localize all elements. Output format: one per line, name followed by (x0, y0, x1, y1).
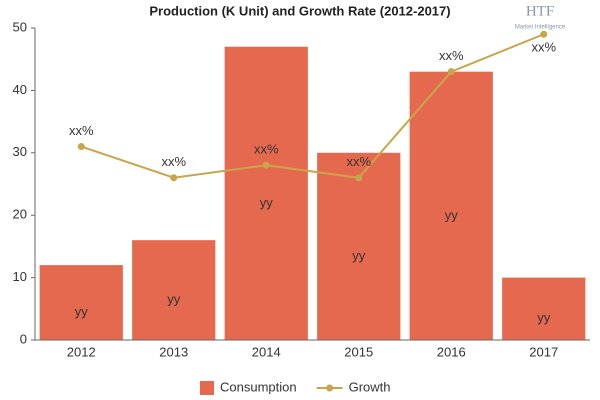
bar-label: yy (167, 292, 181, 307)
y-tick-label: 20 (13, 207, 27, 222)
legend-label: Growth (349, 379, 391, 394)
y-tick-label: 40 (13, 82, 27, 97)
legend-swatch (200, 381, 214, 395)
line-point (262, 161, 270, 169)
x-tick-label: 2013 (159, 344, 188, 359)
legend-label: Consumption (220, 379, 297, 394)
x-tick-label: 2015 (344, 344, 373, 359)
x-tick-label: 2016 (437, 344, 466, 359)
line-point (170, 174, 178, 182)
x-tick-label: 2012 (67, 344, 96, 359)
point-label: xx% (531, 40, 556, 55)
line-point (77, 143, 85, 151)
bar (317, 152, 401, 340)
bar-label: yy (445, 207, 459, 222)
y-tick-label: 50 (13, 19, 27, 34)
point-label: xx% (439, 48, 464, 63)
point-label: xx% (346, 154, 371, 169)
point-label: xx% (161, 154, 186, 169)
logo-name: HTF (526, 3, 554, 19)
bar (409, 71, 493, 341)
line (80, 33, 545, 179)
bar (39, 265, 123, 340)
bar-label: yy (260, 195, 274, 210)
x-tick-label: 2017 (529, 344, 558, 359)
point-label: xx% (69, 123, 94, 138)
y-tick-label: 30 (13, 144, 27, 159)
x-tick-label: 2014 (252, 344, 281, 359)
line-point (540, 30, 548, 38)
bar (224, 46, 308, 340)
bar-label: yy (75, 304, 89, 319)
point-label: xx% (254, 142, 279, 157)
bar-label: yy (352, 248, 366, 263)
bar (502, 277, 586, 340)
logo-tagline: Market Intelligence (515, 25, 566, 31)
line-point (355, 174, 363, 182)
bar (132, 240, 216, 340)
chart-title: Production (K Unit) and Growth Rate (201… (149, 3, 450, 18)
line-point (447, 68, 455, 76)
y-tick-label: 10 (13, 269, 27, 284)
bar-label: yy (537, 310, 551, 325)
y-tick-label: 0 (20, 331, 27, 346)
legend-swatch (326, 384, 334, 392)
